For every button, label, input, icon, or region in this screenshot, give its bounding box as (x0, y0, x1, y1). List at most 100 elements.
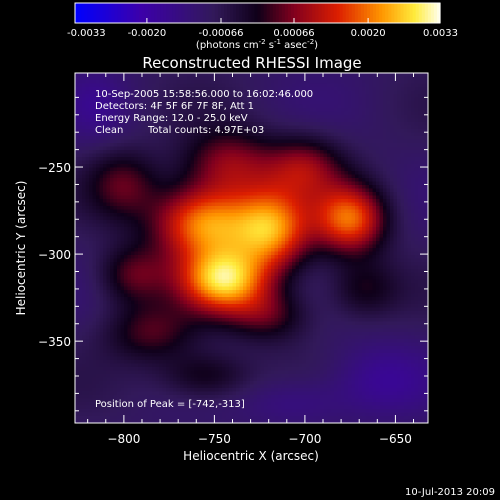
heatmap-cell (281, 129, 286, 133)
heatmap-cell (411, 171, 415, 175)
heatmap-cell (334, 83, 338, 88)
heatmap-cell (351, 192, 356, 196)
heatmap-cell (117, 227, 121, 231)
heatmap-cell (271, 87, 275, 91)
heatmap-cell (120, 132, 125, 137)
heatmap-cell (96, 199, 100, 203)
heatmap-cell (253, 230, 258, 235)
heatmap-cell (173, 227, 177, 231)
heatmap-cell (190, 150, 195, 154)
heatmap-cell (148, 80, 153, 84)
heatmap-cell (264, 230, 268, 235)
heatmap-cell (89, 206, 93, 210)
heatmap-cell (281, 171, 286, 175)
heatmap-cell (243, 101, 247, 105)
heatmap-cell (159, 94, 163, 98)
heatmap-cell (316, 87, 321, 91)
heatmap-cell (99, 122, 104, 126)
heatmap-cell (124, 146, 128, 151)
heatmap-cell (250, 192, 254, 196)
heatmap-cell (162, 94, 167, 98)
heatmap-cell (82, 202, 86, 207)
heatmap-cell (145, 206, 149, 210)
heatmap-cell (260, 157, 265, 161)
heatmap-cell (281, 111, 286, 116)
heatmap-cell (341, 73, 345, 77)
heatmap-cell (173, 220, 177, 224)
heatmap-cell (152, 132, 156, 137)
heatmap-cell (414, 146, 419, 151)
heatmap-cell (383, 146, 387, 151)
heatmap-cell (320, 188, 324, 193)
heatmap-cell (155, 129, 160, 133)
heatmap-cell (390, 146, 394, 151)
heatmap-cell (173, 101, 177, 105)
heatmap-cell (124, 139, 128, 144)
heatmap-cell (369, 174, 373, 179)
heatmap-cell (271, 101, 275, 105)
colorbar-cell (172, 3, 176, 23)
heatmap-cell (246, 87, 251, 91)
heatmap-cell (243, 87, 247, 91)
colorbar-cell (287, 3, 292, 23)
heatmap-cell (89, 167, 93, 172)
heatmap-cell (159, 234, 163, 238)
heatmap-cell (418, 230, 422, 235)
heatmap-cell (89, 111, 93, 116)
heatmap-cell (355, 223, 359, 228)
heatmap-cell (313, 230, 317, 235)
heatmap-cell (285, 195, 289, 200)
heatmap-cell (85, 160, 90, 165)
heatmap-cell (264, 108, 268, 112)
heatmap-cell (236, 164, 240, 168)
heatmap-cell (320, 115, 324, 119)
heatmap-cell (358, 199, 363, 203)
heatmap-cell (337, 160, 342, 165)
colorbar-cell (430, 3, 435, 23)
heatmap-cell (208, 227, 212, 231)
heatmap-cell (148, 136, 153, 140)
heatmap-cell (355, 206, 359, 210)
heatmap-cell (295, 83, 300, 88)
heatmap-cell (85, 199, 90, 203)
heatmap-cell (288, 129, 293, 133)
heatmap-cell (250, 104, 254, 109)
heatmap-cell (78, 143, 83, 147)
heatmap-cell (169, 101, 174, 105)
heatmap-cell (183, 167, 188, 172)
heatmap-cell (225, 160, 230, 165)
colorbar-cell (236, 3, 240, 23)
heatmap-cell (183, 143, 188, 147)
heatmap-cell (124, 129, 128, 133)
heatmap-cell (145, 83, 149, 88)
heatmap-cell (386, 150, 391, 154)
colorbar-cell (221, 3, 225, 23)
heatmap-cell (397, 111, 401, 116)
heatmap-cell (344, 223, 349, 228)
heatmap-cell (292, 195, 296, 200)
heatmap-cell (222, 125, 226, 130)
heatmap-cell (232, 87, 237, 91)
heatmap-cell (85, 153, 90, 158)
heatmap-cell (162, 125, 167, 130)
heatmap-cell (348, 237, 352, 242)
heatmap-cell (288, 227, 293, 231)
heatmap-cell (267, 76, 272, 81)
heatmap-cell (246, 129, 251, 133)
heatmap-cell (110, 115, 114, 119)
heatmap-cell (292, 223, 296, 228)
heatmap-cell (197, 87, 202, 91)
heatmap-cell (253, 90, 258, 95)
heatmap-cell (166, 216, 170, 221)
heatmap-cell (355, 104, 359, 109)
heatmap-cell (306, 108, 310, 112)
heatmap-cell (421, 101, 426, 105)
heatmap-cell (194, 122, 198, 126)
heatmap-cell (292, 185, 296, 189)
heatmap-cell (127, 73, 132, 77)
heatmap-cell (330, 132, 335, 137)
heatmap-cell (183, 108, 188, 112)
heatmap-cell (236, 157, 240, 161)
heatmap-cell (316, 167, 321, 172)
heatmap-cell (183, 227, 188, 231)
